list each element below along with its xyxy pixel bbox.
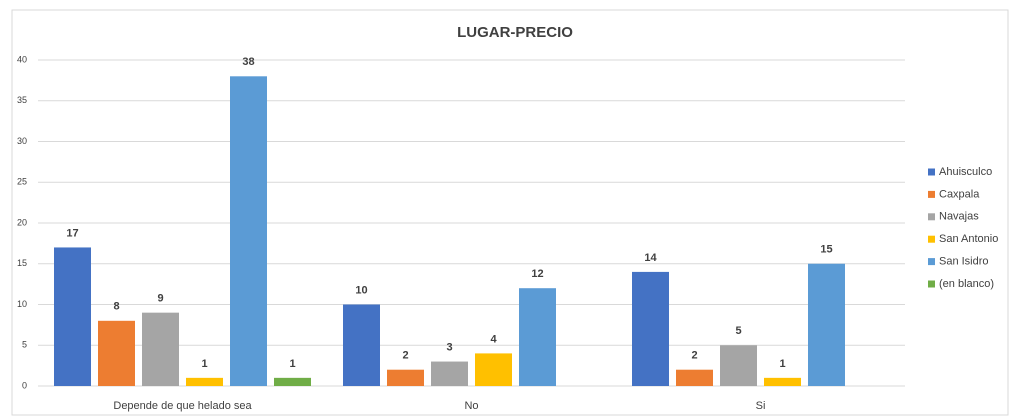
legend-label: Caxpala	[939, 188, 980, 200]
y-tick-label: 40	[17, 54, 27, 64]
y-tick-label: 5	[22, 340, 27, 350]
bar	[142, 312, 179, 386]
legend-label: Ahuisculco	[939, 166, 992, 178]
y-tick-label: 0	[22, 380, 27, 390]
legend-label: (en blanco)	[939, 278, 994, 290]
y-tick-label: 15	[17, 258, 27, 268]
data-label: 2	[691, 350, 697, 362]
legend-swatch	[928, 258, 935, 266]
y-tick-label: 35	[17, 95, 27, 105]
bar	[186, 377, 223, 386]
data-label: 17	[66, 227, 78, 239]
chart-title: LUGAR-PRECIO	[457, 24, 573, 41]
data-label: 1	[779, 358, 785, 370]
bar	[98, 320, 135, 386]
legend-swatch	[928, 168, 935, 176]
data-label: 4	[490, 333, 497, 345]
legend-swatch	[928, 190, 935, 198]
data-label: 1	[201, 358, 207, 370]
legend-label: Navajas	[939, 211, 979, 223]
y-tick-label: 25	[17, 177, 27, 187]
bar	[387, 369, 424, 386]
data-label: 38	[242, 56, 254, 68]
data-label: 14	[644, 252, 657, 264]
bar	[54, 247, 91, 386]
data-label: 12	[531, 268, 543, 280]
data-label: 8	[113, 301, 119, 313]
data-label: 2	[402, 350, 408, 362]
bar	[764, 377, 801, 386]
legend-swatch	[928, 213, 935, 221]
legend-label: San Antonio	[939, 233, 998, 245]
bar	[230, 76, 267, 387]
bar	[676, 369, 713, 386]
legend-swatch	[928, 280, 935, 288]
bar	[274, 377, 311, 386]
bar	[632, 271, 669, 386]
y-tick-label: 30	[17, 136, 27, 146]
data-label: 5	[735, 325, 741, 337]
legend-swatch	[928, 235, 935, 243]
x-tick-label: Si	[756, 400, 766, 412]
data-label: 3	[446, 341, 452, 353]
x-tick-label: Depende de que helado sea	[113, 400, 252, 412]
bar	[431, 361, 468, 386]
legend-label: San Isidro	[939, 256, 989, 268]
bar	[808, 263, 845, 386]
bar	[343, 304, 380, 386]
data-label: 15	[820, 244, 832, 256]
y-tick-label: 10	[17, 299, 27, 309]
data-label: 10	[355, 284, 367, 296]
data-label: 9	[157, 293, 163, 305]
bar	[519, 288, 556, 386]
x-tick-label: No	[464, 400, 478, 412]
bar	[475, 353, 512, 386]
bar	[720, 345, 757, 386]
y-tick-label: 20	[17, 217, 27, 227]
data-label: 1	[289, 358, 295, 370]
